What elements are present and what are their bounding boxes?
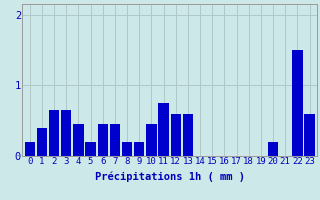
Bar [25, 142, 35, 156]
Bar [122, 142, 132, 156]
Bar [110, 124, 120, 156]
Bar [134, 142, 144, 156]
Bar [171, 114, 181, 156]
Bar [304, 114, 315, 156]
Bar [268, 142, 278, 156]
Bar [49, 110, 59, 156]
Bar [85, 142, 96, 156]
Bar [73, 124, 84, 156]
Bar [158, 103, 169, 156]
Bar [146, 124, 156, 156]
Bar [98, 124, 108, 156]
Bar [183, 114, 193, 156]
X-axis label: Précipitations 1h ( mm ): Précipitations 1h ( mm ) [95, 172, 244, 182]
Bar [37, 128, 47, 156]
Bar [61, 110, 71, 156]
Bar [292, 50, 302, 156]
